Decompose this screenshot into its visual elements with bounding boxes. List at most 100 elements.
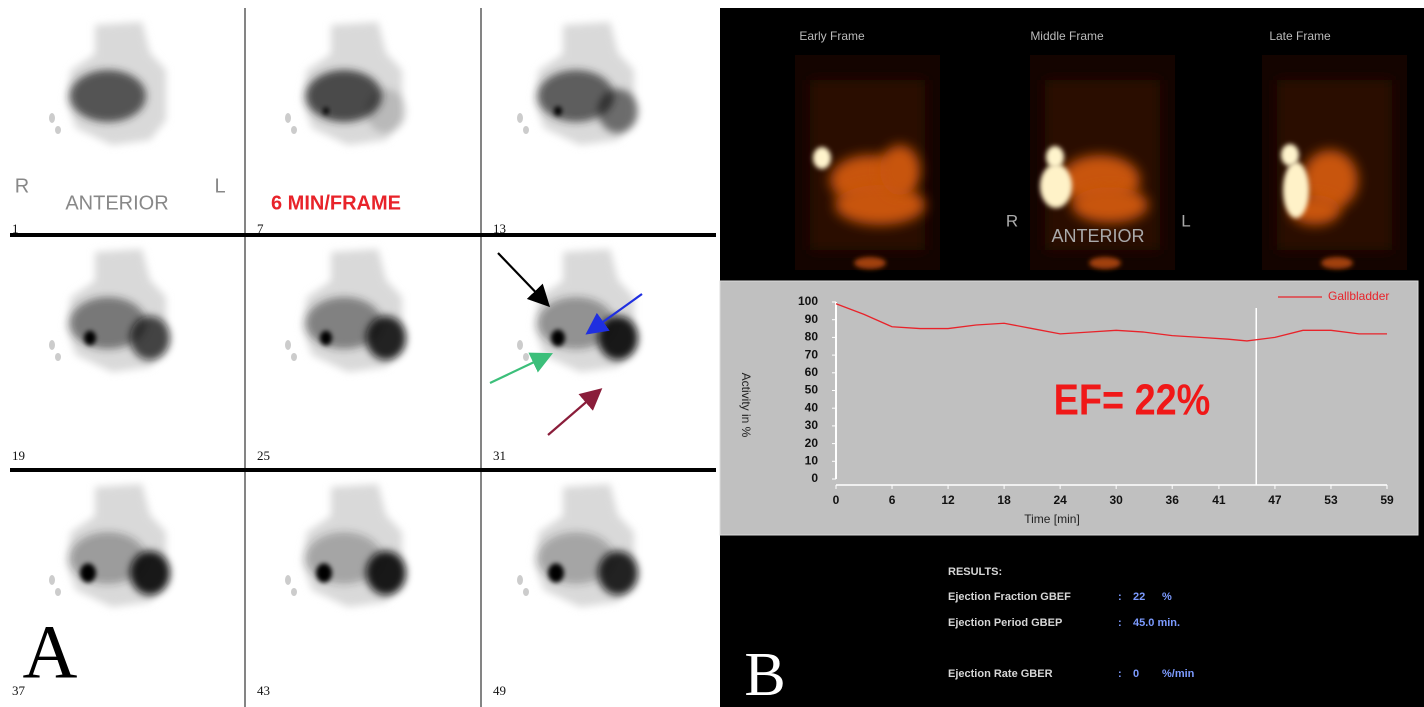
result-value: 22 (1133, 591, 1145, 603)
spot (55, 588, 61, 596)
gallbladder (548, 563, 564, 582)
result-separator: : (1118, 617, 1122, 629)
x-tick-label: 12 (941, 493, 955, 507)
spot (523, 588, 529, 596)
frame-number: 43 (257, 683, 270, 698)
panel-label: B (744, 641, 785, 707)
result-label: Ejection Fraction GBEF (948, 591, 1071, 603)
gallbladder (1046, 146, 1064, 168)
x-tick-label: 0 (833, 493, 840, 507)
result-separator: : (1118, 668, 1122, 680)
y-tick-label: 0 (811, 471, 818, 485)
spot (291, 126, 297, 134)
frame-label: Middle Frame (1030, 29, 1104, 43)
orientation-label: R (15, 175, 29, 197)
y-tick-label: 70 (805, 347, 819, 361)
result-separator: : (1118, 591, 1122, 603)
orientation-label: L (214, 175, 225, 197)
bowel-uptake (130, 89, 170, 133)
x-tick-label: 59 (1380, 493, 1394, 507)
result-value: 0 (1133, 668, 1139, 680)
figure: 1713192531374349 R ANTERIOR L 6 MIN/FRAM… (0, 0, 1424, 707)
bowel-uptake (366, 551, 406, 595)
bladder-uptake (1089, 257, 1121, 269)
gallbladder (1283, 162, 1309, 218)
y-tick-label: 90 (805, 312, 819, 326)
result-label: Ejection Rate GBER (948, 668, 1053, 680)
bowel-uptake (1072, 187, 1148, 223)
bladder-uptake (1321, 257, 1353, 269)
spot (291, 353, 297, 361)
bowel-uptake (366, 89, 406, 133)
x-tick-label: 41 (1212, 493, 1226, 507)
bowel-uptake (130, 316, 170, 360)
frame-number: 25 (257, 448, 270, 463)
x-tick-label: 53 (1324, 493, 1338, 507)
orientation-label: R (1006, 211, 1018, 230)
gallbladder (554, 106, 562, 116)
spot (49, 113, 55, 123)
spot (285, 340, 291, 350)
bowel-uptake (880, 145, 920, 195)
spot (55, 126, 61, 134)
spot (285, 575, 291, 585)
y-tick-label: 60 (805, 365, 819, 379)
spot (55, 353, 61, 361)
spot (49, 575, 55, 585)
view-label: ANTERIOR (65, 192, 168, 214)
x-axis-label: Time [min] (1024, 512, 1080, 526)
frame-number: 31 (493, 448, 506, 463)
frame-label: Late Frame (1269, 29, 1331, 43)
x-tick-label: 36 (1166, 493, 1180, 507)
x-tick-label: 18 (997, 493, 1011, 507)
x-tick-label: 6 (889, 493, 896, 507)
y-tick-label: 30 (805, 418, 819, 432)
spot (285, 113, 291, 123)
bladder-uptake (854, 257, 886, 269)
result-unit: %/min (1162, 668, 1195, 680)
y-axis-label: Activity in % (739, 373, 753, 438)
annotation: EF= 22% (1054, 375, 1211, 424)
spot (517, 113, 523, 123)
spot (49, 340, 55, 350)
bowel-uptake (130, 551, 170, 595)
bowel-uptake (366, 316, 406, 360)
gallbladder (320, 331, 332, 345)
gallbladder (813, 147, 831, 169)
bowel-uptake (598, 551, 638, 595)
y-tick-label: 20 (805, 436, 819, 450)
y-tick-label: 40 (805, 400, 819, 414)
y-tick-label: 10 (805, 453, 819, 467)
result-value: 45.0 min. (1133, 617, 1180, 629)
gallbladder (551, 330, 565, 347)
result-label: Ejection Period GBEP (948, 617, 1062, 629)
y-tick-label: 100 (798, 294, 818, 308)
spot (523, 353, 529, 361)
x-tick-label: 24 (1053, 493, 1067, 507)
gallbladder (323, 107, 329, 114)
gallbladder (316, 563, 332, 582)
spot (517, 340, 523, 350)
spot (523, 126, 529, 134)
frame-number: 49 (493, 683, 506, 698)
bowel-uptake (598, 316, 638, 360)
spot (291, 588, 297, 596)
gallbladder (80, 563, 96, 582)
results-title: RESULTS: (948, 566, 1002, 578)
orientation-label: L (1181, 211, 1190, 230)
spot (517, 575, 523, 585)
view-label: ANTERIOR (1051, 226, 1144, 246)
gallbladder (1281, 144, 1299, 166)
y-tick-label: 80 (805, 330, 819, 344)
panel-label: A (23, 610, 78, 694)
gallbladder (1040, 164, 1072, 208)
frame-number: 19 (12, 448, 25, 463)
bowel-uptake (835, 185, 925, 225)
frame-label: Early Frame (799, 29, 865, 43)
gallbladder (84, 331, 96, 345)
result-unit: % (1162, 591, 1172, 603)
x-tick-label: 47 (1268, 493, 1282, 507)
legend-label: Gallbladder (1328, 289, 1389, 303)
frame-rate-label: 6 MIN/FRAME (271, 192, 401, 214)
bowel-uptake (598, 89, 638, 133)
